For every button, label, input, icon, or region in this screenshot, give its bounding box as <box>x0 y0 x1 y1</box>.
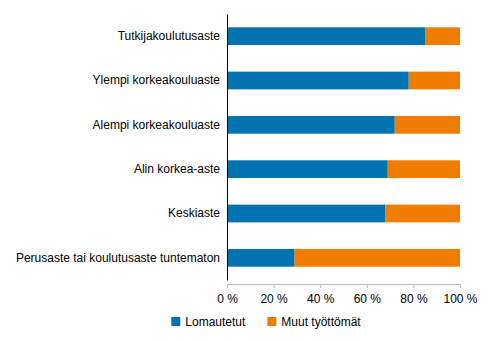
x-tick: 100 % <box>443 284 477 306</box>
x-tick-mark <box>274 284 275 288</box>
series <box>227 27 425 266</box>
bar <box>425 27 460 45</box>
y-tick: Alempi korkeakouluaste <box>93 118 227 132</box>
legend-item: Muut työttömät <box>267 315 361 329</box>
bar <box>227 27 425 45</box>
bar <box>227 72 409 90</box>
x-tick-label: 40 % <box>307 292 335 306</box>
x-axis-line <box>228 285 461 289</box>
plot: 0 % 20 % 40 % 60 % 80 % 100 % Tutkijakoulutusa… <box>16 15 478 306</box>
y-tick-label: Ylempi korkeakouluaste <box>93 73 221 87</box>
y-tick-label: Tutkijakoulutusaste <box>118 29 221 43</box>
bar <box>385 205 460 223</box>
y-tick: Tutkijakoulutusaste <box>118 29 227 43</box>
legend-label: Lomautetut <box>185 315 246 329</box>
x-tick-label: 20 % <box>260 292 288 306</box>
x-tick: 80 % <box>400 284 428 306</box>
legend-label: Muut työttömät <box>281 315 361 329</box>
x-tick-mark <box>413 284 414 288</box>
bar <box>227 205 385 223</box>
chart: 0 % 20 % 40 % 60 % 80 % 100 % Tutkijakoulutusa… <box>0 0 492 340</box>
bar <box>295 249 460 267</box>
bar <box>388 160 460 178</box>
x-tick-mark <box>367 284 368 288</box>
y-tick-label: Keskiaste <box>168 206 220 220</box>
legend-swatch <box>171 317 180 326</box>
bar <box>227 116 395 134</box>
x-tick-label: 100 % <box>443 292 477 306</box>
bar <box>409 72 460 90</box>
y-tick: Ylempi korkeakouluaste <box>93 73 227 87</box>
bars <box>227 27 460 266</box>
bar <box>227 160 388 178</box>
bar <box>395 116 460 134</box>
y-tick-label: Alin korkea-aste <box>134 162 220 176</box>
legend: Lomautetut Muut työttömät <box>171 315 361 329</box>
x-tick: 0 % <box>217 284 238 306</box>
x-tick-label: 80 % <box>400 292 428 306</box>
x-axis: 0 % 20 % 40 % 60 % 80 % 100 % <box>217 284 478 306</box>
y-tick: Alin korkea-aste <box>134 162 227 176</box>
y-tick-label: Perusaste tai koulutusaste tuntematon <box>16 251 220 265</box>
y-axis: Tutkijakoulutusaste Ylempi korkeakouluast… <box>16 15 228 281</box>
y-tick: Perusaste tai koulutusaste tuntematon <box>16 251 227 265</box>
legend-swatch <box>267 317 276 326</box>
x-tick-label: 60 % <box>354 292 382 306</box>
y-axis-line <box>227 15 228 281</box>
x-tick-label: 0 % <box>217 292 238 306</box>
series <box>295 27 460 266</box>
x-tick-mark <box>320 284 321 288</box>
x-tick-mark <box>460 284 461 288</box>
x-tick: 40 % <box>307 284 335 306</box>
bar <box>227 249 295 267</box>
y-tick: Keskiaste <box>168 206 227 220</box>
legend-item: Lomautetut <box>171 315 246 329</box>
x-tick-mark <box>227 284 228 288</box>
x-tick: 20 % <box>260 284 288 306</box>
y-tick-label: Alempi korkeakouluaste <box>93 118 221 132</box>
x-tick: 60 % <box>354 284 382 306</box>
